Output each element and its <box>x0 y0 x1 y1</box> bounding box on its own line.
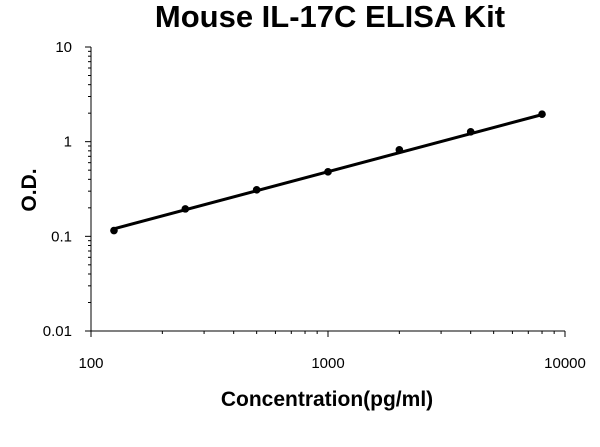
data-point <box>324 168 332 176</box>
data-point <box>181 205 190 213</box>
y-tick-label: 10 <box>55 39 72 56</box>
y-tick-label: 1 <box>64 134 72 151</box>
chart-title: Mouse IL-17C ELISA Kit <box>155 0 505 34</box>
y-tick-label: 0.01 <box>43 323 72 340</box>
y-axis-title: O.D. <box>18 168 41 211</box>
data-point <box>252 186 261 194</box>
y-tick-label: 0.1 <box>51 228 72 245</box>
axes <box>90 47 565 332</box>
data-point <box>538 110 546 119</box>
data-point <box>395 146 404 154</box>
x-tick-label: 1000 <box>311 355 344 372</box>
data-point <box>110 226 118 235</box>
data-point <box>466 128 475 136</box>
ticks: 0.01 0.1 1 10 100 1000 10000 <box>43 39 586 372</box>
x-tick-label: 10000 <box>544 355 586 372</box>
x-axis-title: Concentration(pg/ml) <box>221 388 433 411</box>
plot-area <box>110 110 546 235</box>
x-tick-label: 100 <box>78 355 103 372</box>
